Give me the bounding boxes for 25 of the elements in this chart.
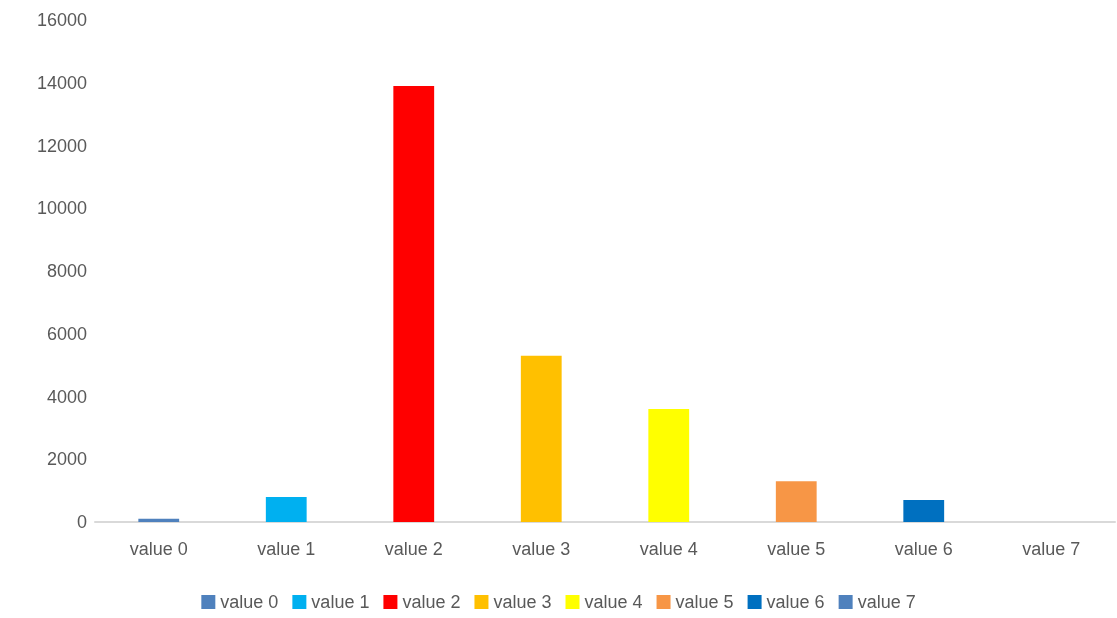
y-tick-label: 10000	[36, 198, 87, 219]
y-tick-label: 4000	[46, 386, 87, 407]
legend-label: value 7	[857, 592, 916, 612]
x-tick-label: value 5	[767, 539, 826, 559]
legend-label: value 1	[311, 592, 370, 612]
legend-label: value 2	[402, 592, 461, 612]
y-tick-label: 8000	[46, 261, 87, 281]
y-tick-label: 2000	[46, 449, 87, 470]
x-tick-label: value 3	[512, 539, 571, 559]
x-tick-label: value 6	[894, 539, 953, 559]
x-tick-label: value 0	[129, 539, 188, 559]
legend-label: value 0	[220, 592, 279, 612]
legend-label: value 4	[584, 592, 643, 612]
y-tick-label: 0	[76, 512, 87, 532]
y-tick-label: 16000	[36, 10, 87, 30]
x-tick-label: value 4	[639, 539, 698, 559]
x-tick-label: value 1	[257, 539, 316, 559]
y-tick-label: 12000	[36, 135, 87, 156]
legend-label: value 5	[675, 592, 734, 612]
legend-label: value 6	[766, 592, 825, 612]
y-tick-label: 14000	[36, 72, 87, 93]
legend-label: value 3	[493, 592, 552, 612]
x-tick-label: value 7	[1022, 539, 1081, 559]
y-tick-label: 6000	[46, 323, 87, 344]
x-tick-label: value 2	[384, 539, 443, 559]
